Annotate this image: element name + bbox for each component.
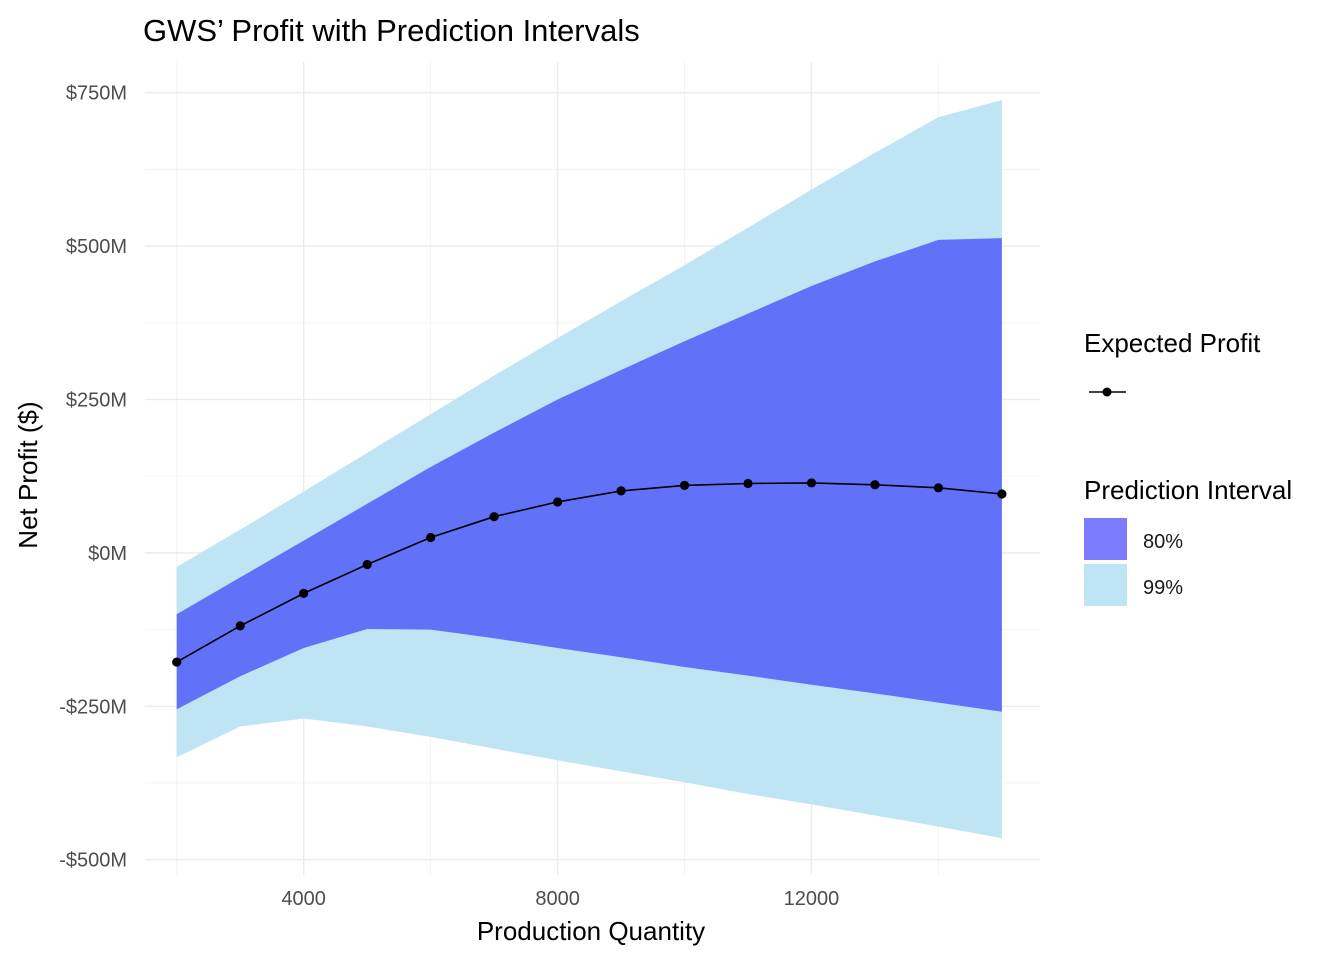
x-axis-title: Production Quantity — [477, 916, 705, 946]
y-axis-ticks: $750M $500M $250M $0M -$250M -$500M — [59, 83, 127, 872]
legend: Expected Profit Prediction Interval 80% … — [1084, 328, 1292, 606]
expected-profit-point — [616, 486, 626, 496]
expected-profit-point — [489, 512, 499, 522]
expected-profit-point — [806, 478, 817, 488]
expected-profit-point — [235, 621, 245, 631]
expected-profit-point — [362, 559, 372, 570]
x-axis-ticks: 4000 8000 12000 — [281, 888, 839, 910]
expected-profit-line — [176, 482, 1002, 663]
legend-label-80: 80% — [1143, 531, 1183, 553]
interval-band-80 — [176, 238, 1002, 712]
expected-profit-point — [997, 489, 1007, 499]
legend-key-expected-profit — [1089, 387, 1126, 397]
y-tick-label: $750M — [66, 83, 127, 105]
expected-profit-point — [552, 497, 563, 507]
expected-profit-point — [299, 588, 309, 598]
expected-profit-point — [870, 480, 880, 490]
expected-profit-point — [679, 480, 690, 490]
legend-point-swatch — [1102, 387, 1112, 397]
legend-swatch-99 — [1084, 564, 1127, 606]
x-tick-label: 12000 — [784, 888, 840, 910]
prediction-bands — [176, 100, 1002, 839]
y-axis-title: Net Profit ($) — [13, 401, 43, 548]
expected-profit-point — [172, 657, 182, 667]
x-tick-label: 4000 — [281, 888, 326, 910]
legend-title-prediction-interval: Prediction Interval — [1084, 475, 1292, 505]
y-tick-label: -$250M — [59, 696, 127, 718]
x-tick-label: 8000 — [535, 888, 580, 910]
legend-title-expected-profit: Expected Profit — [1084, 328, 1261, 358]
legend-swatch-80 — [1084, 518, 1127, 560]
legend-label-99: 99% — [1143, 577, 1183, 599]
y-tick-label: -$500M — [59, 850, 127, 872]
expected-profit-point — [426, 532, 436, 543]
y-tick-label: $0M — [88, 543, 127, 565]
expected-profit-point — [933, 483, 944, 493]
y-tick-label: $500M — [66, 236, 127, 258]
expected-profit-series — [172, 478, 1007, 667]
y-tick-label: $250M — [66, 389, 127, 411]
expected-profit-point — [743, 478, 753, 489]
chart-title: GWS’ Profit with Prediction Intervals — [143, 13, 640, 48]
